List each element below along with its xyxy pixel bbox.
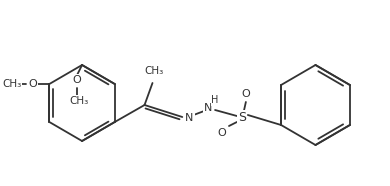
- Text: N: N: [204, 103, 212, 113]
- Text: O: O: [241, 89, 250, 99]
- Text: O: O: [218, 128, 227, 138]
- Text: H: H: [211, 95, 219, 105]
- Text: CH₃: CH₃: [2, 79, 21, 89]
- Text: CH₃: CH₃: [69, 96, 89, 106]
- Text: O: O: [28, 79, 37, 89]
- Text: S: S: [238, 110, 246, 124]
- Text: O: O: [73, 75, 82, 85]
- Text: CH₃: CH₃: [145, 66, 164, 76]
- Text: N: N: [185, 113, 194, 123]
